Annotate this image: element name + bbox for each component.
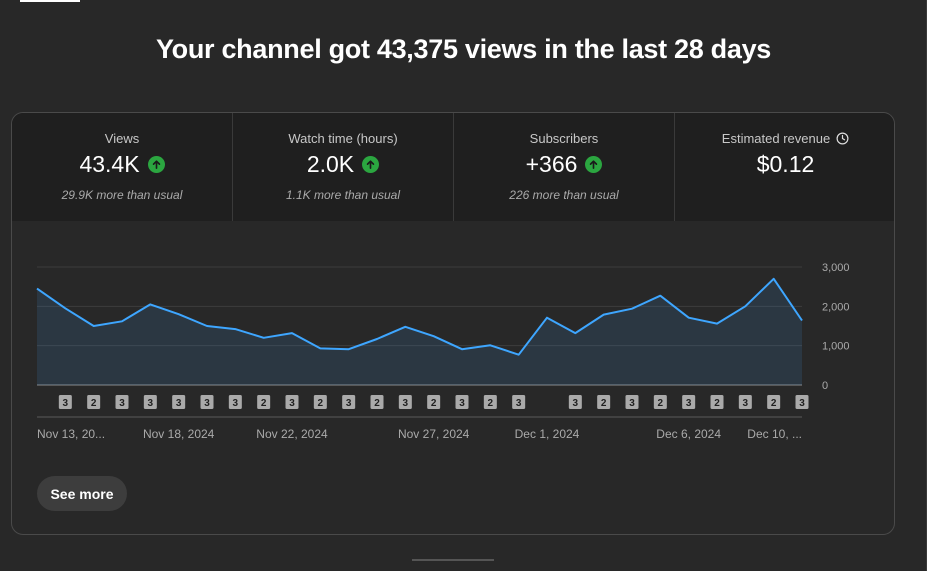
video-marker — [597, 395, 611, 409]
video-marker-label: 3 — [346, 398, 352, 409]
metric-note: 226 more than usual — [509, 188, 619, 202]
metric-label: Subscribers — [529, 131, 599, 146]
video-marker — [143, 395, 157, 409]
metric-label: Views — [104, 131, 140, 146]
video-marker-label: 2 — [714, 398, 720, 409]
video-marker — [342, 395, 356, 409]
video-marker — [483, 395, 497, 409]
video-marker-label: 2 — [601, 398, 607, 409]
video-marker-label: 2 — [261, 398, 267, 409]
arrow-up-icon — [362, 156, 380, 173]
video-marker — [795, 395, 809, 409]
metric-label: Watch time (hours) — [288, 131, 398, 146]
video-marker-label: 3 — [148, 398, 154, 409]
video-marker — [172, 395, 186, 409]
arrow-up-icon — [585, 156, 603, 173]
video-marker-label: 2 — [374, 398, 380, 409]
video-marker — [285, 395, 299, 409]
clock-icon[interactable] — [836, 132, 849, 145]
x-tick-label: Nov 18, 2024 — [143, 427, 215, 441]
y-tick-label: 3,000 — [822, 262, 850, 274]
y-tick-label: 1,000 — [822, 341, 850, 353]
video-marker-label: 3 — [233, 398, 239, 409]
metric-estimated-revenue[interactable]: Estimated revenue $0.12 — [675, 113, 894, 221]
top-tab-indicator — [20, 0, 80, 2]
views-line — [36, 277, 803, 356]
video-marker — [738, 395, 752, 409]
video-marker-label: 3 — [403, 398, 409, 409]
metric-value: 43.4K — [79, 151, 140, 177]
views-chart: 0 1,000 2,000 3,000 3 2 3 3 3 3 3 2 3 2 3 2 3 2 3 2 3 3 2 3 2 3 2 3… — [12, 221, 894, 451]
video-marker-label: 2 — [488, 398, 494, 409]
video-marker — [512, 395, 526, 409]
video-marker — [682, 395, 696, 409]
video-marker-label: 3 — [459, 398, 465, 409]
metric-tabs: Views 43.4K 29.9K more than usual Watch … — [12, 113, 894, 221]
video-marker-label: 3 — [686, 398, 692, 409]
metric-value: $0.12 — [756, 151, 815, 177]
bottom-divider — [412, 559, 494, 561]
x-tick-label: Nov 27, 2024 — [398, 427, 470, 441]
video-marker-label: 3 — [743, 398, 749, 409]
metric-label: Estimated revenue — [721, 131, 831, 146]
metric-views[interactable]: Views 43.4K 29.9K more than usual — [12, 113, 233, 221]
video-marker-label: 2 — [658, 398, 664, 409]
y-tick-label: 2,000 — [822, 301, 850, 313]
video-marker — [228, 395, 242, 409]
video-marker — [625, 395, 639, 409]
chart-svg: 0 1,000 2,000 3,000 3 2 3 3 3 3 3 2 3 2 3 2 3 2 3 2 3 3 2 3 2 3 2 3… — [36, 262, 850, 441]
metric-note: 1.1K more than usual — [285, 188, 401, 202]
see-more-button[interactable]: See more — [37, 476, 127, 511]
video-marker-label: 3 — [799, 398, 805, 409]
metric-subscribers[interactable]: Subscribers +366 226 more than usual — [454, 113, 675, 221]
video-marker — [427, 395, 441, 409]
metric-value: 2.0K — [306, 151, 355, 177]
video-marker-label: 2 — [431, 398, 437, 409]
page-title: Your channel got 43,375 views in the las… — [155, 34, 772, 64]
arrow-up-icon — [147, 156, 165, 173]
video-marker — [313, 395, 327, 409]
x-tick-label: Dec 6, 2024 — [656, 427, 721, 441]
video-marker — [58, 395, 72, 409]
video-marker-label: 3 — [63, 398, 69, 409]
video-marker-label: 3 — [176, 398, 182, 409]
y-tick-label: 0 — [822, 380, 828, 392]
video-marker-label: 3 — [289, 398, 295, 409]
video-marker-label: 2 — [318, 398, 324, 409]
video-marker-label: 3 — [204, 398, 210, 409]
video-marker — [653, 395, 667, 409]
video-marker-label: 3 — [516, 398, 522, 409]
metric-note: 29.9K more than usual — [61, 188, 183, 202]
video-marker-label: 3 — [119, 398, 125, 409]
x-tick-label: Nov 22, 2024 — [256, 427, 328, 441]
x-tick-label: Dec 1, 2024 — [515, 427, 580, 441]
metric-value: +366 — [525, 151, 578, 177]
video-marker — [370, 395, 384, 409]
video-marker — [398, 395, 412, 409]
video-marker — [568, 395, 582, 409]
video-marker — [200, 395, 214, 409]
video-marker-label: 3 — [573, 398, 579, 409]
video-marker-label: 3 — [629, 398, 635, 409]
video-marker — [115, 395, 129, 409]
video-marker-label: 2 — [771, 398, 777, 409]
x-tick-label: Nov 13, 20... — [37, 427, 105, 441]
video-marker — [257, 395, 271, 409]
x-tick-label: Dec 10, ... — [747, 427, 802, 441]
video-marker — [767, 395, 781, 409]
metric-watch-time[interactable]: Watch time (hours) 2.0K 1.1K more than u… — [233, 113, 454, 221]
analytics-card: Views 43.4K 29.9K more than usual Watch … — [11, 112, 895, 535]
video-marker-label: 2 — [91, 398, 97, 409]
video-marker — [710, 395, 724, 409]
video-marker — [455, 395, 469, 409]
video-marker — [87, 395, 101, 409]
